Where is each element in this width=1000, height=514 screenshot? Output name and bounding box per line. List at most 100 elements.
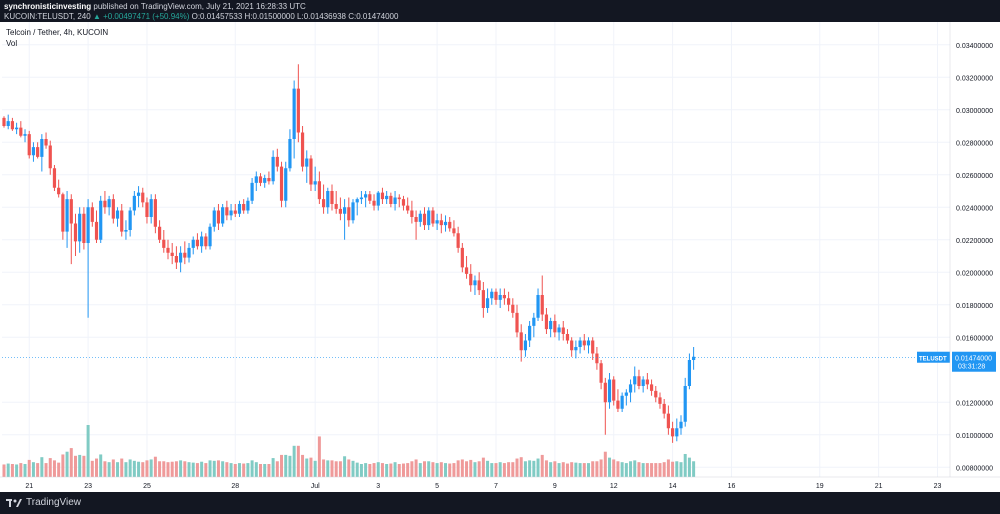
candle-body [225,207,229,216]
volume-bar [351,460,355,477]
volume-bar [637,462,641,477]
candle-body [670,428,675,437]
candle-body [364,194,368,198]
candle-body [612,379,616,401]
volume-bar [31,462,35,477]
volume-bar [305,458,309,477]
candle-body [578,340,582,347]
candlestick-chart[interactable]: 0.03400000 0.03200000 0.03000000 0.02800000… [0,22,1000,492]
candle-body [570,340,574,351]
volume-bar [225,462,229,477]
candle-body [494,291,498,300]
last-price-box [952,351,996,372]
candle-body [65,199,69,232]
volume-bar [481,457,485,477]
x-tick-label: 5 [435,483,439,490]
volume-bar [162,461,166,477]
candle-body [679,421,683,429]
candle-body [157,226,162,240]
candle-body [435,220,439,224]
candle-body [431,210,435,224]
candle-body [2,117,6,126]
volume-bar [385,464,389,477]
candle-body [107,199,111,208]
candle-body [19,127,23,136]
volume-bar [23,464,27,477]
candle-body [464,267,469,274]
publish-info: synchronisticinvesting published on Trad… [4,2,306,11]
candle-body [692,356,696,360]
volume-bar [439,462,443,477]
volume-bar [633,460,637,477]
candle-body [141,192,145,203]
volume-bar [73,455,77,477]
volume-bar [683,453,687,477]
candle-body [10,121,15,130]
chart-panel[interactable]: 0.03400000 0.03200000 0.03000000 0.02800000… [0,22,1000,492]
volume-bar [586,463,590,477]
volume-bar [48,458,52,477]
volume-bar [406,463,410,477]
tradingview-logo[interactable]: TradingView [6,497,81,508]
candle-body [528,325,532,341]
volume-bar [292,445,296,477]
volume-bar [343,456,347,477]
volume-bar [309,457,313,477]
volume-bar [137,461,141,477]
volume-bar [502,463,506,477]
candle-body [254,176,258,183]
candle-body [31,147,36,156]
candle-body [351,202,355,221]
candle-body [591,340,595,354]
candle-body [321,199,326,208]
last-price-value: 0.01474000 [955,356,992,363]
volume-bar [204,463,208,477]
candle-body [574,347,578,351]
candle-body [115,210,120,219]
volume-bar [187,462,191,477]
candle-body [111,199,115,219]
volume-bar [95,458,99,477]
y-tick-label: 0.00800000 [956,465,993,472]
volume-bar [616,461,620,477]
volume-bar [423,461,426,477]
volume-bar [44,463,48,477]
volume-bar [624,463,628,477]
volume-bar [671,461,675,477]
candle-body [565,334,570,341]
volume-bar [523,461,527,477]
candle-body [603,382,607,403]
volume-bar [486,460,490,477]
candle-body [271,156,275,182]
candle-body [284,168,288,201]
candle-body [15,127,19,130]
volume-bar [595,461,599,477]
volume-bar [612,459,616,477]
candle-body [86,207,90,243]
candle-body [380,192,385,200]
volume-bar [620,462,624,477]
volume-bar [473,462,477,477]
candle-body [212,210,216,227]
candle-body [275,156,279,167]
candle-body [624,392,628,396]
volume-bar [296,445,300,477]
volume-bar [120,458,124,477]
candle-body [237,204,242,214]
volume-bar [658,463,662,477]
candle-body [515,312,519,333]
y-tick-label: 0.02400000 [956,205,993,212]
candle-body [456,233,460,248]
publisher-name[interactable]: synchronisticinvesting [4,2,92,11]
candle-body [195,239,200,247]
candle-body [191,239,195,248]
candle-body [401,199,406,206]
volume-bar [574,462,578,477]
y-tick-label: 0.02600000 [956,173,993,180]
volume-bar [322,459,326,477]
candle-body [481,290,485,308]
volume-bar [364,463,368,477]
candle-body [675,428,679,437]
candle-body [490,291,494,299]
candle-body [553,321,557,333]
